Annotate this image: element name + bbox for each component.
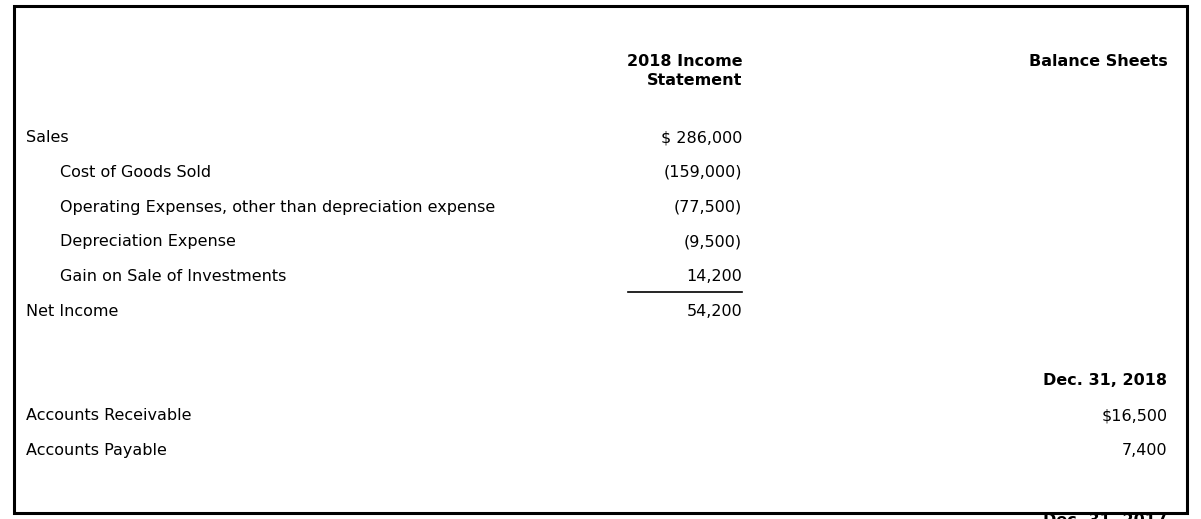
Text: Balance Sheets: Balance Sheets [1028,54,1167,70]
Text: Accounts Payable: Accounts Payable [26,443,167,458]
Text: Sales: Sales [26,130,68,145]
Text: (9,500): (9,500) [685,235,742,249]
Text: Net Income: Net Income [26,304,119,319]
Text: Gain on Sale of Investments: Gain on Sale of Investments [60,269,286,284]
Text: Accounts Receivable: Accounts Receivable [26,408,192,423]
Text: $ 286,000: $ 286,000 [661,130,742,145]
Text: Depreciation Expense: Depreciation Expense [60,235,235,249]
Text: (77,500): (77,500) [674,200,742,214]
Text: (159,000): (159,000) [664,165,742,180]
Text: Cost of Goods Sold: Cost of Goods Sold [60,165,211,180]
Text: 54,200: 54,200 [687,304,742,319]
Text: 14,200: 14,200 [686,269,742,284]
Text: 7,400: 7,400 [1122,443,1167,458]
Text: Dec. 31, 2017: Dec. 31, 2017 [1044,513,1167,519]
Text: 2018 Income
Statement: 2018 Income Statement [627,54,742,88]
Text: $16,500: $16,500 [1101,408,1167,423]
Text: Operating Expenses, other than depreciation expense: Operating Expenses, other than depreciat… [60,200,495,214]
Text: Dec. 31, 2018: Dec. 31, 2018 [1044,374,1167,388]
